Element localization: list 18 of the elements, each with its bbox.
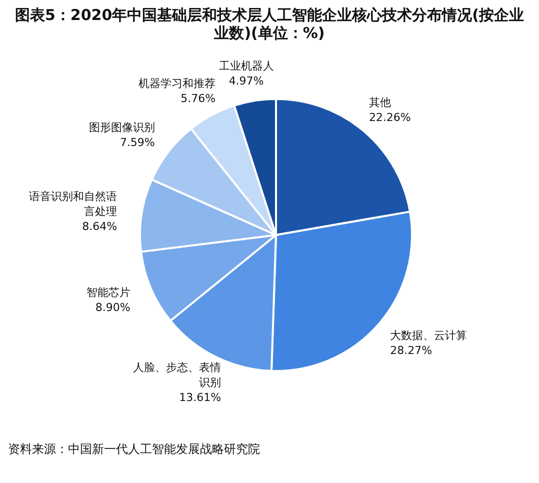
- text: 资料来源：中国新一代人工智能发展战略研究院: [8, 441, 260, 458]
- data-label: 13.61%: [179, 390, 222, 404]
- data-label: 8.90%: [95, 300, 130, 314]
- slice-label: 大数据、云计算: [390, 329, 468, 342]
- data-label: 8.64%: [82, 220, 118, 233]
- data-label: 5.76%: [180, 92, 216, 106]
- data-label: 4.97%: [228, 74, 264, 88]
- slice-label: 人脸、步态、表情识别: [133, 360, 222, 389]
- slice-label: 智能芯片: [86, 286, 130, 299]
- slice-label: 其他: [368, 96, 391, 109]
- slice-label: 工业机器人: [218, 59, 274, 72]
- slice-label: 图形图像识别: [88, 121, 155, 134]
- data-label: 22.26%: [368, 110, 411, 124]
- data-label: 28.27%: [390, 344, 432, 358]
- data-label: 7.59%: [120, 136, 155, 150]
- slice-label: 机器学习和推荐: [138, 77, 216, 90]
- chart-title: 图表5：2020年中国基础层和技术层人工智能企业核心技术分布情况(按企业业数)(单位：%): [14, 6, 526, 42]
- slice-label: 语音识别和自然语言处理: [29, 190, 118, 218]
